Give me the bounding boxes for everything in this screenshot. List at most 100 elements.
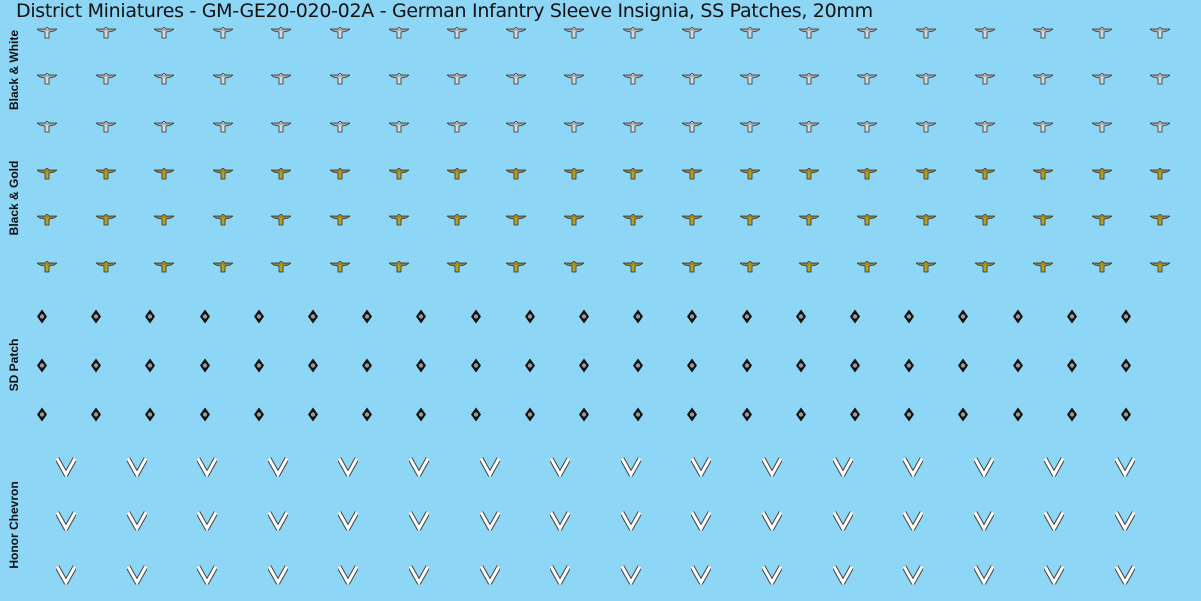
sd-diamond-patch-icon (850, 309, 860, 329)
sd-diamond-patch-icon (199, 358, 210, 378)
eagle-white-icon (94, 26, 117, 44)
chevron-icon (1113, 511, 1137, 536)
sd-diamond-patch-icon (850, 407, 860, 427)
sd-diamond-patch-icon (795, 407, 806, 427)
sd-diamond-patch-icon (145, 309, 156, 329)
eagle-white-icon (504, 120, 528, 138)
eagle-gold-icon (621, 213, 645, 231)
eagle-gold-icon (563, 167, 586, 185)
sd-diamond-patch-icon (308, 309, 318, 329)
chevron-icon (619, 511, 642, 536)
chevron-icon (407, 565, 431, 590)
chevron-icon (549, 457, 572, 482)
eagle-gold-icon (914, 213, 938, 231)
eagle-gold-icon (914, 260, 938, 278)
eagle-white-icon (1031, 120, 1055, 138)
chevron-icon (337, 457, 360, 482)
chevron-icon (831, 565, 854, 590)
eagle-gold-icon (270, 213, 293, 231)
eagle-gold-icon (35, 167, 59, 185)
chevron-icon (196, 511, 219, 536)
eagle-white-icon (1031, 72, 1055, 90)
eagle-gold-icon (270, 167, 293, 185)
sd-diamond-patch-icon (470, 407, 481, 427)
chevron-icon (337, 511, 360, 536)
eagle-white-icon (738, 72, 762, 90)
eagle-gold-icon (504, 213, 528, 231)
sd-diamond-patch-icon (1066, 309, 1077, 329)
eagle-white-icon (973, 26, 996, 44)
eagle-white-icon (621, 26, 645, 44)
sd-diamond-patch-icon (253, 358, 264, 378)
eagle-white-icon (738, 120, 762, 138)
chevron-icon (972, 457, 995, 482)
eagle-white-icon (504, 72, 528, 90)
eagle-white-icon (1149, 120, 1172, 138)
sd-diamond-patch-icon (904, 309, 915, 329)
sd-diamond-patch-icon (904, 358, 915, 378)
eagle-gold-icon (445, 167, 469, 185)
eagle-white-icon (387, 72, 410, 90)
chevron-icon (1043, 511, 1066, 536)
eagle-white-icon (621, 72, 645, 90)
eagle-gold-icon (856, 213, 879, 231)
sd-diamond-patch-icon (91, 407, 102, 427)
eagle-gold-icon (94, 167, 117, 185)
sd-diamond-patch-icon (416, 309, 427, 329)
chevron-icon (196, 565, 219, 590)
eagle-gold-icon (856, 260, 879, 278)
sd-diamond-patch-icon (958, 309, 969, 329)
sd-diamond-patch-icon (741, 309, 752, 329)
eagle-white-icon (152, 72, 176, 90)
eagle-gold-icon (621, 260, 645, 278)
chevron-icon (902, 511, 925, 536)
chevron-icon (972, 565, 995, 590)
eagle-gold-icon (504, 260, 528, 278)
sd-diamond-patch-icon (362, 358, 373, 378)
eagle-white-icon (270, 26, 293, 44)
chevron-icon (690, 511, 713, 536)
chevron-icon (549, 511, 572, 536)
sd-diamond-patch-icon (470, 358, 481, 378)
eagle-white-icon (856, 26, 879, 44)
chevron-icon (1113, 565, 1137, 590)
eagle-gold-icon (680, 260, 703, 278)
eagle-white-icon (1090, 26, 1114, 44)
sd-diamond-patch-icon (470, 309, 481, 329)
sd-diamond-patch-icon (253, 309, 264, 329)
chevron-icon (54, 457, 78, 482)
eagle-white-icon (797, 72, 821, 90)
chevron-icon (1043, 457, 1066, 482)
eagle-white-icon (270, 72, 293, 90)
sd-diamond-patch-icon (362, 407, 373, 427)
sd-diamond-patch-icon (199, 407, 210, 427)
chevron-icon (760, 457, 784, 482)
eagle-gold-icon (797, 260, 821, 278)
chevron-icon (1043, 565, 1066, 590)
chevron-icon (266, 565, 289, 590)
eagle-white-icon (35, 72, 59, 90)
chevron-icon (690, 457, 713, 482)
chevron-icon (619, 457, 642, 482)
eagle-gold-icon (1090, 167, 1114, 185)
eagle-gold-icon (328, 167, 352, 185)
sd-diamond-patch-icon (253, 407, 264, 427)
sd-diamond-patch-icon (741, 358, 752, 378)
eagle-gold-icon (211, 260, 235, 278)
eagle-white-icon (152, 26, 176, 44)
chevron-icon (549, 565, 572, 590)
sd-diamond-patch-icon (633, 358, 644, 378)
eagle-gold-icon (797, 167, 821, 185)
eagle-white-icon (1090, 120, 1114, 138)
eagle-gold-icon (1031, 213, 1055, 231)
chevron-icon (478, 457, 501, 482)
eagle-white-icon (387, 120, 410, 138)
sd-diamond-patch-icon (741, 407, 752, 427)
eagle-gold-icon (738, 260, 762, 278)
chevron-icon (760, 511, 784, 536)
eagle-gold-icon (387, 213, 410, 231)
eagle-gold-icon (504, 167, 528, 185)
eagle-gold-icon (1149, 260, 1172, 278)
sd-diamond-patch-icon (795, 358, 806, 378)
chevron-icon (902, 565, 925, 590)
